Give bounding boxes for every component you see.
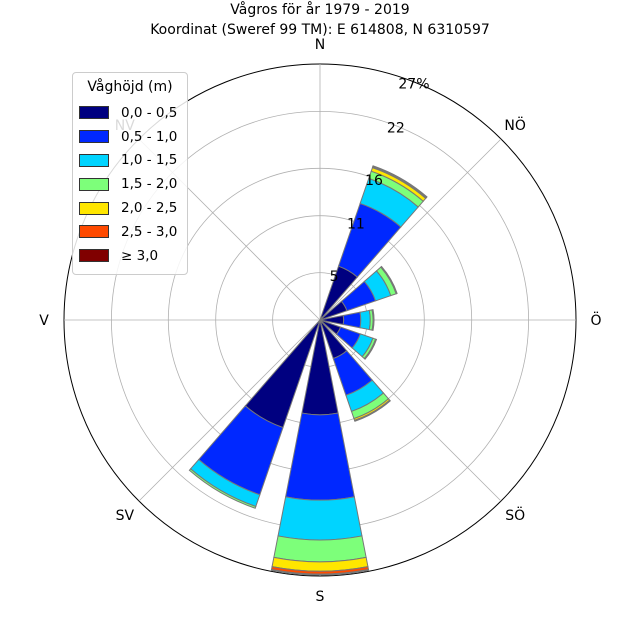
grid-spoke xyxy=(319,138,502,321)
bar-dir30-bin6 xyxy=(372,165,428,199)
legend-swatch xyxy=(79,177,109,191)
radial-tick-label-2: 16 xyxy=(365,173,383,189)
bar-dir150-bin5 xyxy=(353,399,391,422)
legend-item-3: 1,5 - 2,0 xyxy=(73,172,187,196)
radial-tick-label-0: 5 xyxy=(330,269,339,285)
radial-tick-label-3: 22 xyxy=(387,120,405,136)
direction-label-3: SÖ xyxy=(505,506,525,524)
chart-title: Vågros för år 1979 - 2019 xyxy=(230,1,409,18)
legend-label: ≥ 3,0 xyxy=(121,247,159,264)
bar-dir90-bin2 xyxy=(359,309,371,331)
legend-swatch xyxy=(79,130,109,144)
direction-label-5: SV xyxy=(116,508,135,524)
bar-dir120-bin4 xyxy=(363,338,378,360)
chart-subtitle: Koordinat (Sweref 99 TM): E 614808, N 63… xyxy=(150,22,490,38)
legend-swatch xyxy=(79,225,109,239)
radial-tick-label-1: 11 xyxy=(347,217,365,233)
legend-label: 1,0 - 1,5 xyxy=(121,152,178,169)
bar-dir90-bin1 xyxy=(342,311,362,329)
bar-dir90-bin4 xyxy=(371,309,375,331)
direction-label-4: S xyxy=(316,589,325,605)
legend-item-0: 0,0 - 0,5 xyxy=(73,101,187,125)
legend-label: 1,5 - 2,0 xyxy=(121,176,178,193)
direction-label-0: N xyxy=(315,37,325,53)
legend-swatch xyxy=(79,153,109,167)
legend-swatch xyxy=(79,201,109,215)
legend-item-5: 2,5 - 3,0 xyxy=(73,220,187,244)
legend-swatch xyxy=(79,249,109,263)
legend-label: 2,5 - 3,0 xyxy=(121,223,178,240)
legend: Våghöjd (m) 0,0 - 0,5 0,5 - 1,0 1,0 - 1,5 1… xyxy=(72,72,188,275)
legend-item-6: ≥ 3,0 xyxy=(73,244,187,268)
bar-dir180-bin2 xyxy=(277,496,363,541)
radial-tick-label-4: 27% xyxy=(398,76,429,92)
bar-dir180-bin1 xyxy=(285,412,355,501)
bar-dir180-bin6 xyxy=(270,568,370,576)
bar-dir180-bin3 xyxy=(273,535,367,563)
legend-swatch xyxy=(79,106,109,120)
legend-label: 0,5 - 1,0 xyxy=(121,128,178,145)
polar-grid xyxy=(63,63,577,577)
legend-title: Våghöjd (m) xyxy=(87,79,173,95)
direction-label-1: NÖ xyxy=(504,116,526,134)
legend-item-1: 0,5 - 1,0 xyxy=(73,125,187,149)
wave-bars xyxy=(188,165,428,576)
legend-label: 2,0 - 2,5 xyxy=(121,200,178,217)
direction-label-2: Ö xyxy=(590,311,601,329)
grid-spoke xyxy=(319,319,502,502)
bar-dir60-bin4 xyxy=(380,265,398,295)
legend-item-2: 1,0 - 1,5 xyxy=(73,149,187,173)
direction-label-6: V xyxy=(39,313,49,329)
legend-item-4: 2,0 - 2,5 xyxy=(73,196,187,220)
grid-spoke xyxy=(138,319,321,502)
bar-dir210-bin3 xyxy=(188,468,257,509)
legend-label: 0,0 - 0,5 xyxy=(121,104,178,121)
